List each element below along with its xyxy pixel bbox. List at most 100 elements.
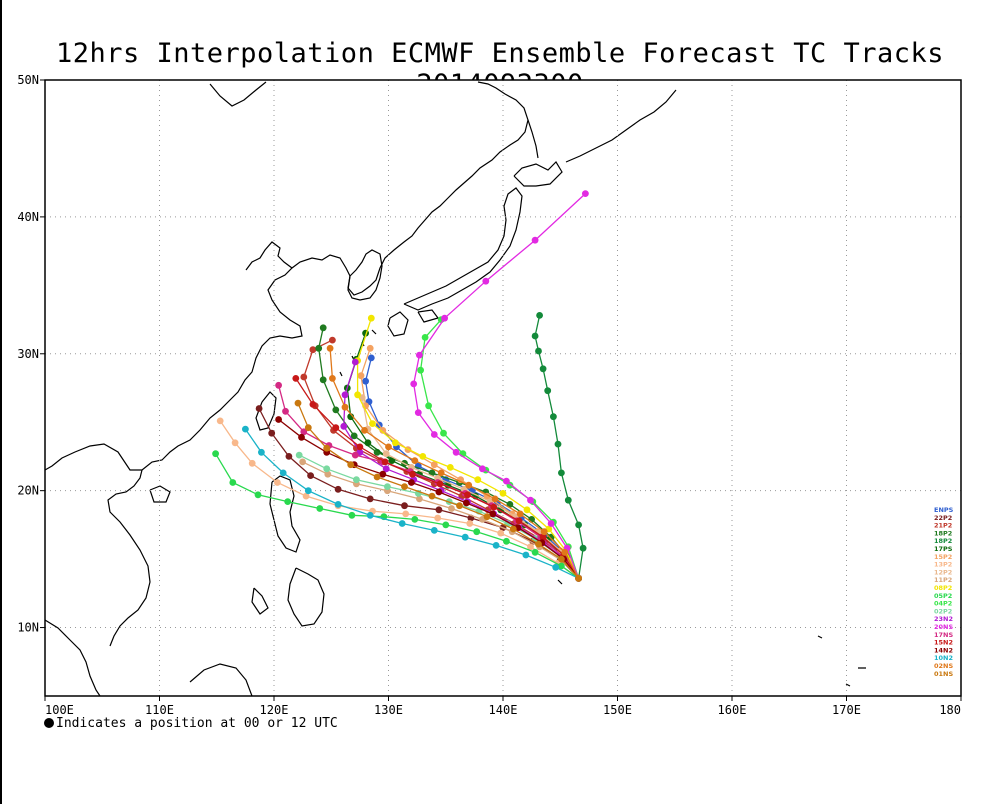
track-position-marker (285, 453, 293, 460)
track-position-marker (212, 450, 220, 458)
x-tick-label: 120E (260, 703, 289, 717)
legend-entry: 15P2 (934, 553, 952, 561)
track-position-marker (316, 505, 324, 512)
track-position-marker (421, 334, 429, 341)
track-position-marker (552, 563, 560, 571)
track-position-marker (366, 495, 374, 503)
track-position-marker (474, 476, 482, 484)
track-position-marker (324, 470, 332, 478)
track-position-marker (464, 491, 471, 499)
track-position-marker (231, 439, 239, 447)
track-position-marker (544, 387, 552, 395)
legend-entry: 10N2 (934, 654, 953, 662)
track-position-marker (490, 503, 498, 511)
track-position-marker (307, 472, 314, 479)
track-position-marker (522, 551, 530, 559)
legend-entry: 05P2 (934, 592, 952, 600)
track-position-marker (388, 457, 396, 464)
track-position-marker (516, 510, 524, 518)
track-position-marker (547, 520, 555, 527)
x-tick-label: 160E (718, 703, 747, 717)
legend-entry: 13P2 (934, 561, 952, 569)
track-position-marker (465, 481, 473, 489)
track-position-marker (539, 365, 547, 373)
track-position-marker (564, 496, 572, 504)
track-position-marker (366, 511, 374, 519)
x-tick-label: 150E (603, 703, 632, 717)
legend-entry: 04P2 (934, 600, 952, 608)
frame-left-rule (0, 0, 2, 804)
track-position-marker (411, 457, 419, 464)
track-position-marker (350, 432, 358, 440)
legend-entry: 18P2 (934, 529, 952, 537)
track-position-marker (284, 498, 292, 505)
track-position-marker (499, 490, 507, 497)
track-position-marker (351, 358, 359, 366)
track-position-marker (356, 443, 364, 451)
track-position-marker (382, 450, 390, 458)
coastline-hainan (149, 485, 171, 503)
coastlines (44, 81, 866, 697)
track-position-marker (379, 470, 387, 478)
track-position-marker (242, 425, 249, 433)
track-13p2 (216, 417, 582, 582)
track-position-marker (411, 516, 419, 523)
track-position-marker (491, 495, 499, 503)
track-position-marker (523, 506, 531, 514)
track-position-marker (298, 433, 305, 441)
x-tick-label: 180 (939, 703, 961, 717)
track-position-marker (300, 373, 308, 381)
track-position-marker (326, 344, 334, 352)
track-position-marker (442, 521, 450, 529)
track-position-marker (295, 451, 303, 459)
track-position-marker (416, 495, 423, 503)
plot-area (45, 80, 961, 696)
track-position-marker (554, 440, 562, 448)
track-position-marker (456, 502, 463, 510)
track-position-marker (353, 476, 360, 484)
position-dot-icon (44, 718, 54, 728)
legend-entry: 20NS (934, 623, 953, 631)
track-position-marker (275, 416, 282, 423)
track-position-marker (381, 458, 389, 466)
track-position-marker (347, 461, 355, 469)
track-position-marker (302, 492, 310, 500)
track-position-marker (366, 344, 374, 352)
track-position-marker (216, 417, 224, 425)
footnote-text: Indicates a position at 00 or 12 UTC (56, 716, 338, 731)
track-position-marker (362, 377, 369, 385)
track-position-marker (357, 372, 365, 380)
legend-entry: 23N2 (934, 615, 953, 623)
legend-entry: 02NS (934, 662, 953, 670)
track-position-marker (309, 401, 317, 408)
legend-entry: 08P2 (934, 584, 952, 592)
track-position-marker (558, 562, 565, 570)
track-position-marker (367, 354, 375, 362)
track-position-marker (536, 312, 543, 319)
track-position-marker (417, 366, 424, 374)
track-position-marker (401, 502, 408, 510)
legend-entry: 17PS (934, 545, 953, 553)
track-position-marker (258, 448, 265, 456)
coastline-mindanao (287, 567, 325, 627)
track-position-marker (531, 548, 539, 556)
track-position-marker (292, 375, 300, 382)
track-line (419, 319, 580, 579)
track-position-marker (385, 443, 392, 451)
track-position-marker (463, 499, 470, 507)
track-position-marker (582, 190, 589, 198)
track-position-marker (509, 525, 517, 533)
track-position-marker (382, 465, 390, 473)
track-position-marker (561, 548, 569, 556)
track-position-marker (419, 453, 427, 460)
track-position-marker (539, 533, 547, 541)
coastline-sakhalin (527, 119, 539, 159)
track-position-marker (348, 511, 356, 519)
track-position-marker (410, 380, 418, 388)
track-position-marker (435, 488, 443, 496)
track-position-marker (379, 427, 387, 434)
legend-entry: 01NS (934, 670, 953, 678)
track-position-marker (531, 236, 539, 244)
track-01ns (294, 399, 582, 582)
